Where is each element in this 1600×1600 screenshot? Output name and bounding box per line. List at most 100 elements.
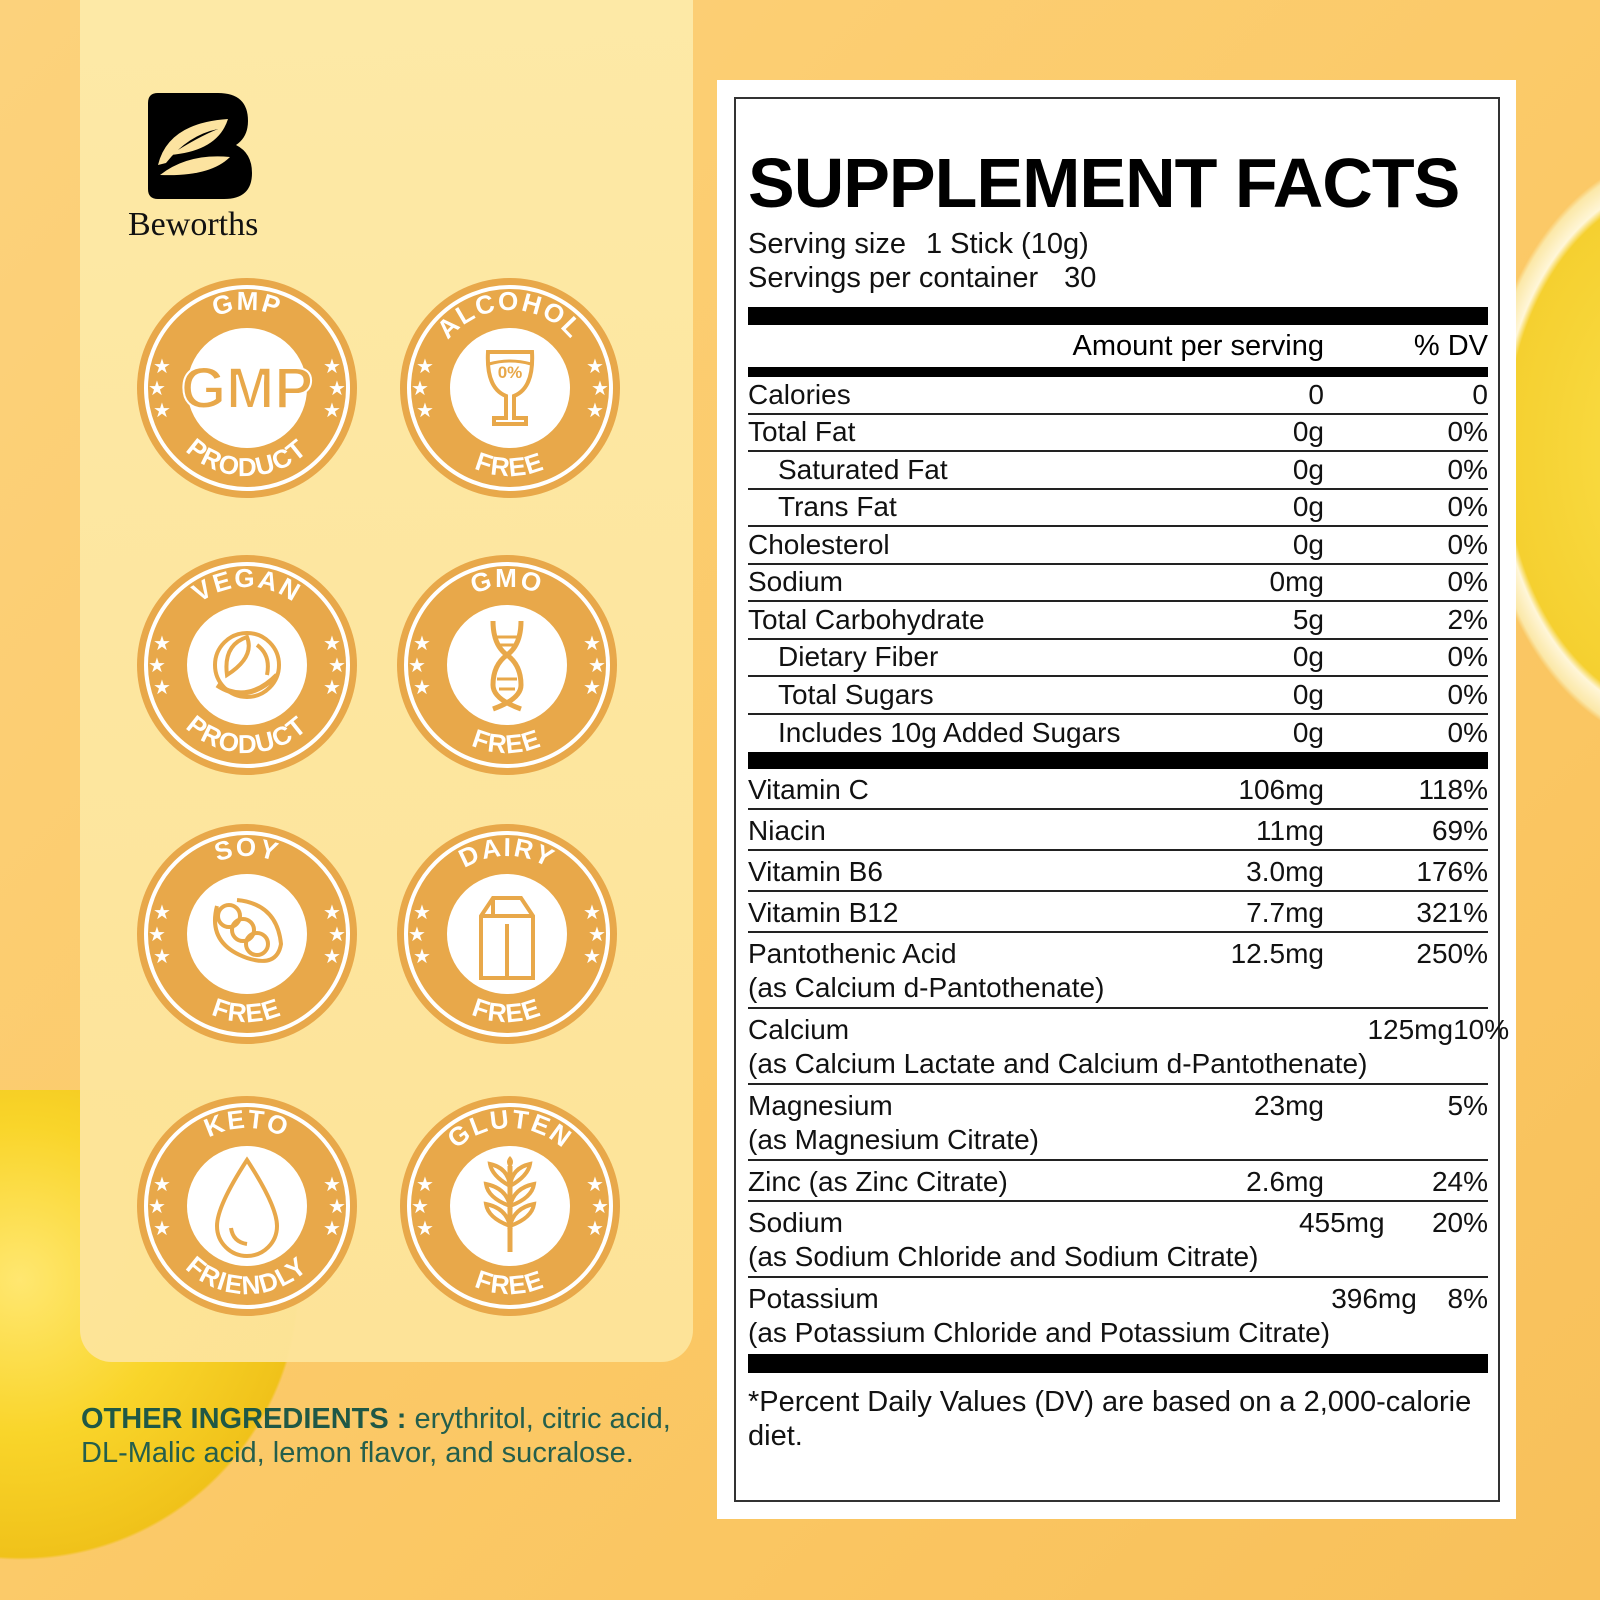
vitamin-label: Magnesium: [748, 1090, 893, 1121]
nutrient-row: Sodium 0mg 0%: [748, 565, 1488, 602]
star-icon: ★: [586, 1218, 604, 1240]
serving-size-label: Serving size: [748, 228, 906, 260]
star-icon: ★: [328, 924, 346, 946]
vitamin-label: Calcium: [748, 1014, 850, 1045]
star-icon: ★: [153, 356, 171, 378]
vitamin-amount: 3.0mg: [1246, 856, 1324, 887]
nutrient-dv: 0: [1472, 378, 1488, 410]
nutrient-name: Sodium: [748, 566, 843, 598]
vitamin-amount: 7.7mg: [1246, 897, 1324, 928]
nutrient-name: Total Fat: [748, 416, 856, 448]
star-icon: ★: [416, 356, 434, 378]
star-icon: ★: [586, 400, 604, 422]
vitamin-name: Vitamin B6: [748, 855, 1124, 889]
star-icon: ★: [148, 1196, 166, 1218]
badge-center-text: GMP: [181, 356, 313, 421]
vitamin-dv: 176%: [1416, 856, 1488, 887]
vitamin-row: Sodium (as Sodium Chloride and Sodium Cit…: [748, 1202, 1488, 1278]
vitamin-name: Zinc (as Zinc Citrate): [748, 1165, 1124, 1199]
star-icon: ★: [416, 400, 434, 422]
star-icon: ★: [586, 1174, 604, 1196]
vitamin-row: Vitamin B6 3.0mg 176%: [748, 851, 1488, 892]
nutrient-dv: 0%: [1447, 566, 1488, 598]
star-icon: ★: [328, 655, 346, 677]
nutrient-dv: 0%: [1447, 528, 1488, 560]
badge-label: SOY: [211, 832, 281, 867]
vitamin-dv: 24%: [1431, 1166, 1488, 1197]
brand-logo: [148, 93, 252, 199]
wine-glass-icon: [485, 350, 535, 426]
vitamin-label: Vitamin B12: [748, 897, 899, 928]
nutrient-amount: 0g: [1292, 528, 1324, 560]
vitamin-amount: 11mg: [1256, 815, 1324, 846]
vitamin-amount: 106mg: [1238, 774, 1324, 805]
ingredients-text: erythritol, citric acid, DL-Malic acid, …: [81, 1403, 671, 1469]
star-icon: ★: [153, 633, 171, 655]
star-icon: ★: [153, 1218, 171, 1240]
star-icon: ★: [323, 356, 341, 378]
svg-text:SOY: SOY: [211, 832, 283, 867]
star-icon: ★: [408, 655, 426, 677]
vitamin-row: Zinc (as Zinc Citrate) 2.6mg 24%: [748, 1161, 1488, 1202]
vitamin-dv: 10%: [1453, 1014, 1510, 1045]
svg-text:GMP: GMP: [209, 286, 286, 322]
star-icon: ★: [323, 633, 341, 655]
nutrient-amount: 0g: [1292, 678, 1324, 710]
vitamin-dv: 321%: [1416, 897, 1488, 928]
nutrient-row: Calories 0 0: [748, 377, 1488, 415]
star-icon: ★: [583, 633, 601, 655]
star-icon: ★: [413, 677, 431, 699]
nutrient-row: Trans Fat 0g 0%: [748, 490, 1488, 527]
facts-title: SUPPLEMENT FACTS: [748, 144, 1460, 222]
servings-label: Servings per container: [748, 262, 1039, 294]
nutrient-amount: 0g: [1292, 453, 1324, 485]
star-icon: ★: [591, 1196, 609, 1218]
star-icon: ★: [328, 378, 346, 400]
vitamin-name: Sodium (as Sodium Chloride and Sodium Cit…: [748, 1206, 1258, 1274]
nutrient-row: Total Sugars 0g 0%: [748, 677, 1488, 715]
nutrient-name: Saturated Fat: [778, 453, 948, 485]
supplement-facts-card: SUPPLEMENT FACTS Serving size 1 Stick (10…: [717, 80, 1516, 1519]
star-icon: ★: [153, 400, 171, 422]
star-icon: ★: [323, 946, 341, 968]
vitamin-label: Sodium: [748, 1207, 843, 1238]
vitamin-name: Calcium (as Calcium Lactate and Calcium d…: [748, 1013, 1367, 1081]
nutrient-name: Dietary Fiber: [778, 641, 939, 673]
vitamin-amount: 23mg: [1253, 1090, 1324, 1121]
brand-name: Beworths: [128, 206, 259, 243]
thick-divider: [748, 752, 1488, 769]
star-icon: ★: [583, 946, 601, 968]
vitamin-source: (as Calcium Lactate and Calcium d-Pantot…: [748, 1048, 1368, 1079]
vitamin-row: Pantothenic Acid (as Calcium d-Pantothena…: [748, 933, 1488, 1009]
star-icon: ★: [323, 400, 341, 422]
star-icon: ★: [588, 655, 606, 677]
star-icon: ★: [153, 677, 171, 699]
vitamin-label: Vitamin C: [748, 774, 869, 805]
milk-carton-icon: [479, 896, 535, 980]
nutrient-dv: 0%: [1447, 491, 1488, 523]
nutrient-name: Includes 10g Added Sugars: [778, 717, 1121, 749]
star-icon: ★: [148, 378, 166, 400]
star-icon: ★: [148, 655, 166, 677]
star-icon: ★: [153, 902, 171, 924]
dna-icon: [490, 620, 524, 712]
star-icon: ★: [411, 1196, 429, 1218]
star-icon: ★: [413, 946, 431, 968]
star-icon: ★: [413, 633, 431, 655]
star-icon: ★: [586, 356, 604, 378]
nutrient-amount: 0g: [1292, 416, 1324, 448]
ingredients-label: OTHER INGREDIENTS :: [81, 1403, 407, 1435]
star-icon: ★: [323, 1174, 341, 1196]
star-icon: ★: [591, 378, 609, 400]
vitamin-row: Calcium (as Calcium Lactate and Calcium d…: [748, 1009, 1509, 1085]
vitamin-name: Potassium (as Potassium Chloride and Pota…: [748, 1282, 1330, 1350]
vitamin-label: Niacin: [748, 815, 826, 846]
star-icon: ★: [153, 1174, 171, 1196]
nutrient-amount: 5g: [1292, 603, 1324, 635]
star-icon: ★: [416, 1174, 434, 1196]
vitamin-row: Niacin 11mg 69%: [748, 810, 1488, 851]
vitamin-dv: 250%: [1416, 938, 1488, 969]
nutrient-name: Total Carbohydrate: [748, 603, 985, 635]
